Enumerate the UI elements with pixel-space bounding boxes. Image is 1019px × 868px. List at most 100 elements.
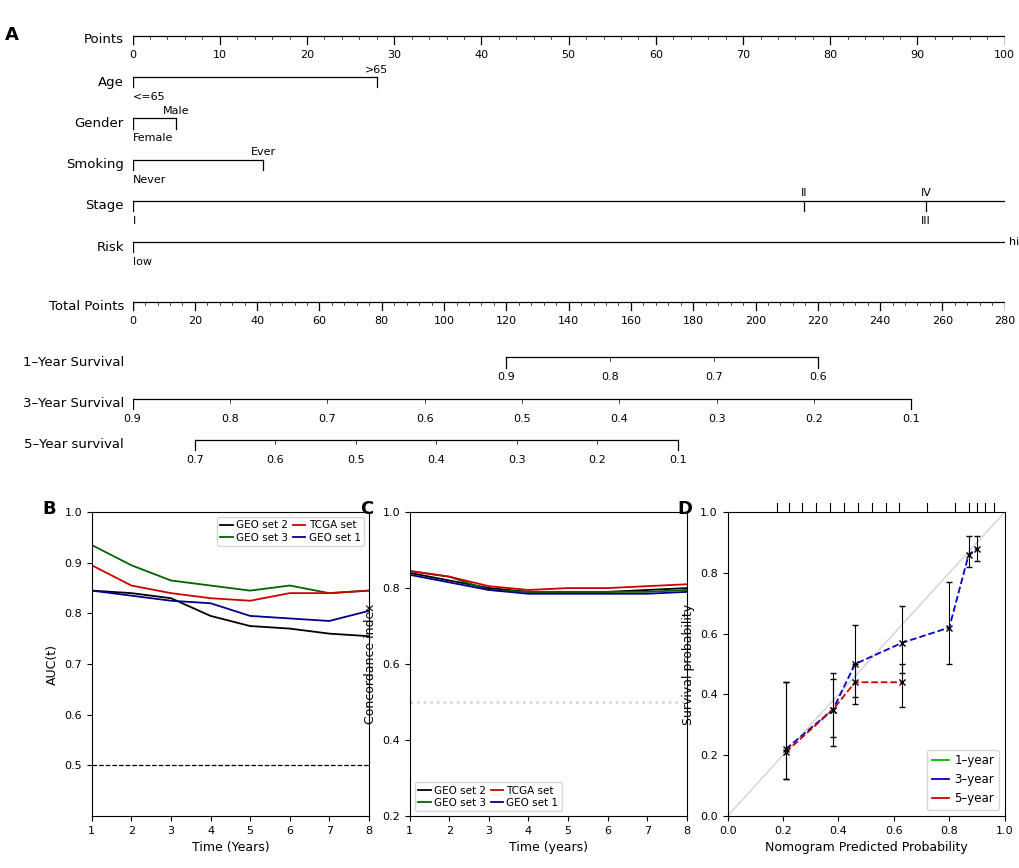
- GEO set 3: [404, 566, 416, 576]
- TCGA set: [522, 585, 534, 595]
- GEO set 3: [641, 587, 653, 597]
- GEO set 1: [323, 615, 335, 626]
- Text: 0.7: 0.7: [704, 372, 722, 382]
- GEO set 1: [244, 611, 256, 621]
- GEO set 1: [204, 598, 216, 608]
- Text: 0.2: 0.2: [804, 413, 822, 424]
- TCGA set: [680, 579, 692, 589]
- GEO set 1: [442, 577, 454, 588]
- GEO set 1: [404, 569, 416, 580]
- GEO set 2: [363, 631, 375, 641]
- Text: 80: 80: [822, 49, 837, 60]
- GEO set 1: [283, 613, 296, 623]
- TCGA set: [283, 588, 296, 598]
- GEO set 3: [283, 581, 296, 591]
- Line: GEO set 3: GEO set 3: [410, 571, 686, 592]
- TCGA set: [641, 581, 653, 591]
- Text: 0.9: 0.9: [123, 413, 142, 424]
- GEO set 1: [86, 585, 98, 595]
- GEO set 2: [482, 583, 494, 594]
- GEO set 3: [125, 560, 138, 570]
- 5–year: [848, 677, 860, 687]
- GEO set 2: [204, 611, 216, 621]
- Text: 0.7: 0.7: [185, 455, 204, 464]
- GEO set 3: [86, 540, 98, 550]
- Text: 80: 80: [374, 316, 388, 326]
- Y-axis label: Concordance index: Concordance index: [364, 604, 376, 724]
- Text: 0.6: 0.6: [266, 455, 284, 464]
- 3–year: [962, 549, 974, 560]
- Text: 70: 70: [736, 49, 749, 60]
- GEO set 2: [283, 623, 296, 634]
- Text: 0.7: 0.7: [318, 413, 336, 424]
- Text: 220: 220: [806, 316, 827, 326]
- Text: 0.5: 0.5: [513, 413, 530, 424]
- Text: 60: 60: [648, 49, 662, 60]
- X-axis label: Time (Years): Time (Years): [192, 841, 269, 854]
- TCGA set: [482, 581, 494, 591]
- TCGA set: [363, 585, 375, 595]
- TCGA set: [561, 583, 574, 594]
- GEO set 3: [601, 587, 613, 597]
- TCGA set: [165, 588, 177, 598]
- Text: 120: 120: [495, 316, 517, 326]
- Text: 0: 0: [129, 316, 136, 326]
- GEO set 3: [323, 588, 335, 598]
- TCGA set: [244, 595, 256, 606]
- Text: 0.2: 0.2: [588, 455, 605, 464]
- Legend: GEO set 2, GEO set 3, TCGA set, GEO set 1: GEO set 2, GEO set 3, TCGA set, GEO set …: [217, 517, 364, 546]
- 3–year: [943, 622, 955, 633]
- Text: 10: 10: [213, 49, 226, 60]
- 3–year: [848, 659, 860, 669]
- GEO set 1: [165, 595, 177, 606]
- Text: 100: 100: [433, 316, 454, 326]
- Text: 20: 20: [300, 49, 314, 60]
- X-axis label: Time (years): Time (years): [508, 841, 587, 854]
- Text: 60: 60: [312, 316, 326, 326]
- Text: Smoking: Smoking: [66, 158, 123, 171]
- Line: GEO set 3: GEO set 3: [92, 545, 369, 593]
- Text: 0.3: 0.3: [507, 455, 525, 464]
- TCGA set: [86, 560, 98, 570]
- GEO set 3: [204, 581, 216, 591]
- Text: II: II: [800, 188, 807, 199]
- Text: 30: 30: [387, 49, 400, 60]
- Text: 0.4: 0.4: [609, 413, 628, 424]
- TCGA set: [601, 583, 613, 594]
- TCGA set: [442, 571, 454, 582]
- Text: 0.3: 0.3: [707, 413, 725, 424]
- Text: Total Points: Total Points: [49, 299, 123, 312]
- GEO set 3: [363, 585, 375, 595]
- GEO set 1: [482, 585, 494, 595]
- Text: <=65: <=65: [132, 92, 165, 102]
- TCGA set: [323, 588, 335, 598]
- Text: >65: >65: [365, 64, 388, 75]
- Text: 160: 160: [620, 316, 641, 326]
- Text: 90: 90: [910, 49, 923, 60]
- GEO set 1: [601, 589, 613, 599]
- 5–year: [895, 677, 907, 687]
- Text: 0.1: 0.1: [668, 455, 686, 464]
- Text: 5–Year survival: 5–Year survival: [24, 438, 123, 451]
- Line: GEO set 2: GEO set 2: [410, 573, 686, 592]
- GEO set 2: [86, 585, 98, 595]
- Text: Gender: Gender: [74, 117, 123, 130]
- Text: Risk: Risk: [96, 240, 123, 253]
- 3–year: [826, 705, 839, 715]
- GEO set 2: [641, 585, 653, 595]
- Line: GEO set 1: GEO set 1: [410, 575, 686, 594]
- 5–year: [826, 705, 839, 715]
- GEO set 2: [404, 568, 416, 578]
- Text: Points: Points: [84, 34, 123, 47]
- 3–year: [779, 744, 791, 754]
- GEO set 2: [680, 583, 692, 594]
- Text: 0.8: 0.8: [221, 413, 238, 424]
- GEO set 2: [442, 575, 454, 586]
- TCGA set: [404, 566, 416, 576]
- Text: 0.8: 0.8: [601, 372, 619, 382]
- GEO set 1: [363, 606, 375, 616]
- GEO set 3: [442, 571, 454, 582]
- Text: 50: 50: [561, 49, 575, 60]
- Text: 0.6: 0.6: [416, 413, 433, 424]
- TCGA set: [204, 593, 216, 603]
